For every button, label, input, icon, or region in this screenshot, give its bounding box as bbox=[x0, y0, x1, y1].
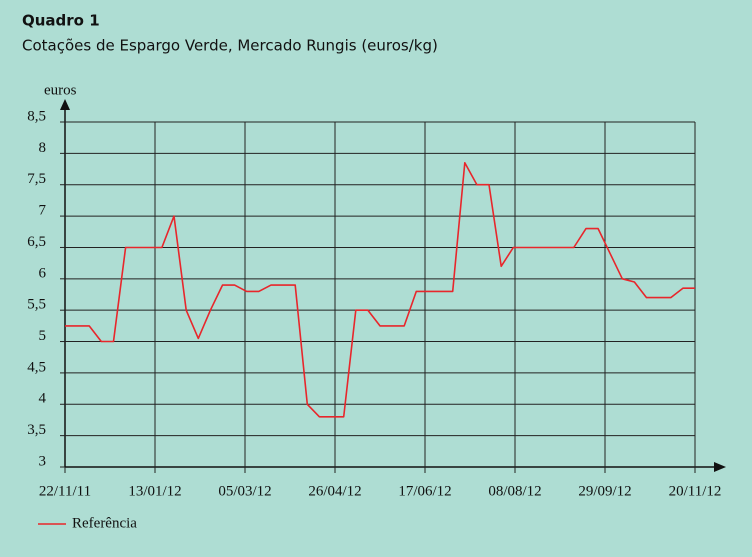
y-tick-label: 5 bbox=[39, 328, 47, 344]
x-tick-label: 22/11/11 bbox=[39, 483, 91, 499]
x-tick-label: 13/01/12 bbox=[128, 483, 181, 499]
x-tick-label: 05/03/12 bbox=[218, 483, 271, 499]
y-tick-label: 3 bbox=[39, 453, 47, 469]
y-tick-label: 6,5 bbox=[27, 234, 46, 250]
y-tick-label: 7 bbox=[39, 203, 47, 219]
x-arrow bbox=[714, 462, 726, 472]
y-tick-label: 3,5 bbox=[27, 422, 46, 438]
y-tick-label: 5,5 bbox=[27, 297, 46, 313]
x-tick-label: 29/09/12 bbox=[578, 483, 631, 499]
y-tick-label: 4,5 bbox=[27, 359, 46, 375]
y-tick-label: 7,5 bbox=[27, 171, 46, 187]
y-arrow bbox=[60, 99, 70, 110]
y-tick-label: 8 bbox=[39, 140, 47, 156]
chart-subtitle: Cotações de Espargo Verde, Mercado Rungi… bbox=[22, 37, 438, 55]
x-tick-label: 17/06/12 bbox=[398, 483, 451, 499]
x-tick-label: 08/08/12 bbox=[488, 483, 541, 499]
y-tick-label: 8,5 bbox=[27, 108, 46, 124]
series-line bbox=[65, 162, 695, 418]
y-tick-label: 4 bbox=[39, 391, 47, 407]
legend-label: Referência bbox=[72, 515, 137, 531]
x-tick-label: 26/04/12 bbox=[308, 483, 361, 499]
chart-title: Quadro 1 bbox=[22, 12, 100, 30]
y-tick-label: 6 bbox=[39, 265, 47, 281]
x-tick-label: 20/11/12 bbox=[669, 483, 722, 499]
y-axis-label: euros bbox=[44, 82, 77, 98]
